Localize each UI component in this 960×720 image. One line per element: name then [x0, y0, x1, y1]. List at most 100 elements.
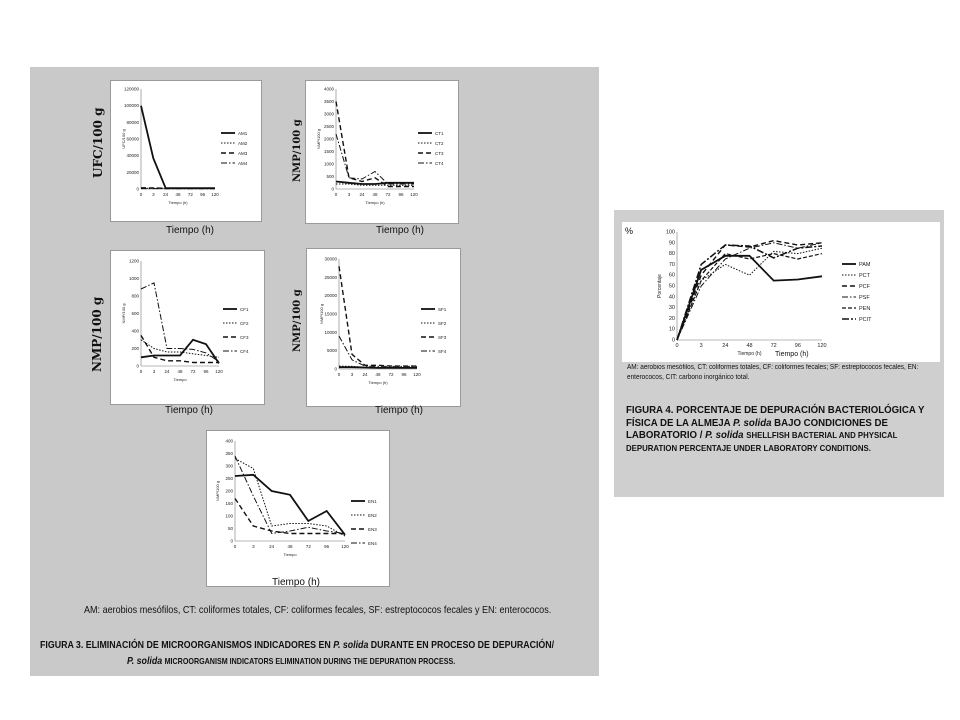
legend-label: EN3: [368, 527, 377, 532]
y-tick-label: 0: [331, 187, 334, 192]
series-line-en4: [234, 455, 346, 535]
figure3-abbreviations: AM: aerobios mesófilos, CT: coliformes t…: [84, 604, 552, 616]
x-axis-title: Tiempo (h): [365, 200, 385, 205]
y-tick-label: 50: [669, 284, 675, 290]
series-line-en2: [234, 458, 346, 537]
y-tick-label: 800: [131, 294, 139, 299]
sf-xlabel: Tiempo (h): [375, 405, 423, 416]
y-tick-label: 200: [131, 346, 139, 351]
sf-ylabel: NMP/100 g: [292, 289, 303, 352]
y-tick-label: 100: [225, 514, 233, 519]
legend-label: PCIT: [859, 317, 872, 323]
x-tick-label: 120: [215, 369, 223, 374]
x-tick-label: 48: [746, 343, 752, 349]
y-tick-label: 400: [131, 329, 139, 334]
x-tick-label: 48: [372, 192, 378, 197]
legend-label: PSF: [859, 295, 870, 301]
legend-label: AM2: [238, 141, 248, 146]
y-tick-label: 20000: [324, 293, 337, 298]
y-tick-label: 250: [225, 476, 233, 481]
series-line-en1: [234, 473, 346, 536]
y-tick-label: 70: [669, 262, 675, 268]
legend-label: CT3: [435, 151, 444, 156]
y-tick-label: 50: [228, 526, 234, 531]
legend-label: EN1: [368, 499, 377, 504]
y-tick-label: 350: [225, 451, 233, 456]
y-tick-label: 30000: [324, 257, 337, 262]
y-tick-label: 3500: [324, 99, 335, 104]
x-tick-label: 24: [269, 544, 275, 549]
series-line-pam: [676, 254, 823, 341]
x-tick-label: 72: [188, 192, 194, 197]
x-tick-label: 24: [362, 372, 368, 377]
legend-label: EN2: [368, 513, 377, 518]
legend-label: CT1: [435, 131, 444, 136]
legend-label: CF4: [240, 349, 249, 354]
x-tick-label: 96: [795, 343, 801, 349]
x-tick-label: 96: [200, 192, 206, 197]
x-tick-label: 0: [234, 544, 237, 549]
ct-ylabel: NMP/100 g: [292, 119, 303, 182]
x-tick-label: 72: [771, 343, 777, 349]
x-tick-label: 120: [410, 192, 418, 197]
series-line-ct3: [335, 101, 414, 188]
legend-label: AM1: [238, 131, 248, 136]
legend-label: EN4: [368, 541, 377, 546]
y-tick-label: 500: [326, 174, 334, 179]
y-tick-label: 600: [131, 311, 139, 316]
x-tick-label: 24: [722, 343, 728, 349]
x-tick-label: 72: [306, 544, 312, 549]
x-axis-title: Tiempo (h): [168, 200, 188, 205]
series-line-am1: [140, 105, 215, 190]
series-line-cf4: [140, 282, 220, 363]
chart-en-panel: 0 50 100 150 200 250 300 350 400 0 3 24 48 72 96 120 NMP…: [206, 430, 390, 587]
y-axis-title: NMP/100 g: [121, 303, 126, 323]
cf-ylabel: NMP/100 g: [90, 296, 104, 372]
y-tick-label: 0: [136, 187, 139, 192]
y-tick-label: 40: [669, 294, 675, 300]
legend-label: AM3: [238, 151, 248, 156]
legend-label: CT4: [435, 161, 444, 166]
legend-label: CF3: [240, 335, 249, 340]
figure4-xlabel: Tiempo (h): [775, 351, 809, 358]
x-tick-label: 0: [140, 192, 143, 197]
y-tick-label: 10000: [324, 330, 337, 335]
y-tick-label: 1000: [129, 276, 140, 281]
chart-ct-panel: 0 500 1000 1500 2000 2500 3000 3500 4000 0 3 24 48 72…: [305, 80, 459, 224]
am-ylabel: UFC/100 g: [91, 107, 105, 178]
x-tick-label: 96: [324, 544, 330, 549]
x-tick-label: 96: [203, 369, 209, 374]
x-axis-title: Tiempo (h): [738, 351, 762, 357]
y-tick-label: 0: [672, 338, 675, 344]
y-tick-label: 0: [334, 367, 337, 372]
figure4-abbreviations: AM: aerobios mesófilos, CT: coliformes t…: [627, 364, 919, 381]
legend-label: SF4: [438, 349, 447, 354]
y-tick-label: 200: [225, 489, 233, 494]
y-tick-label: 1000: [324, 162, 335, 167]
x-tick-label: 0: [675, 343, 678, 349]
figure3-caption-line2: P. solida MICROORGANISM INDICATORS ELIMI…: [127, 655, 456, 667]
figure3-caption-line1: FIGURA 3. ELIMINACIÓN DE MICROORGANISMOS…: [40, 639, 555, 651]
chart-am-panel: 0 20000 40000 60000 80000 100000 120000 0 3 24 48 7…: [110, 80, 262, 222]
y-tick-label: 20: [669, 316, 675, 322]
series-line-sf2: [338, 365, 417, 368]
y-tick-label: 2000: [324, 137, 335, 142]
series-line-ct2: [336, 183, 414, 186]
series-line-en3: [234, 498, 345, 535]
x-tick-label: 0: [335, 192, 338, 197]
x-tick-label: 120: [341, 544, 349, 549]
x-tick-label: 120: [211, 192, 219, 197]
legend-label: CF1: [240, 307, 249, 312]
x-tick-label: 72: [190, 369, 196, 374]
chart-percentage-panel: 0 10 20 30 40 50 60 70 80 90 100 0 3 24 48 72 96 120 Porce…: [622, 222, 940, 362]
y-tick-label: 0: [230, 539, 233, 544]
legend-label: SF2: [438, 321, 447, 326]
y-tick-label: 100000: [124, 103, 140, 108]
legend-label: CT2: [435, 141, 444, 146]
series-line-cf2: [140, 339, 220, 358]
series-line-pct: [676, 247, 823, 341]
y-tick-label: 150: [225, 501, 233, 506]
legend-label: PCF: [859, 284, 871, 290]
series-line-sf3: [338, 266, 417, 367]
legend-label: SF3: [438, 335, 447, 340]
